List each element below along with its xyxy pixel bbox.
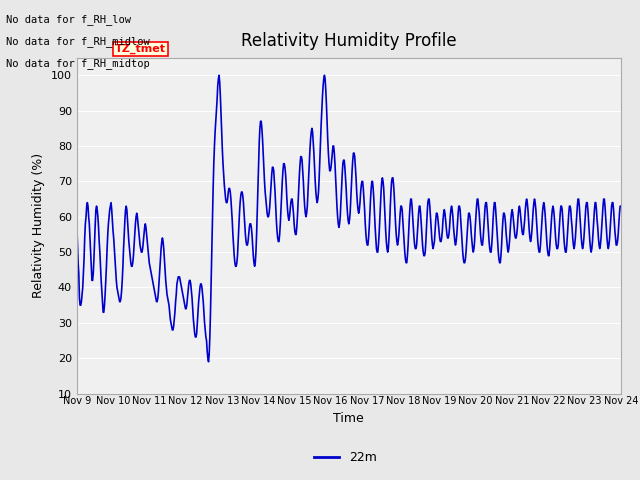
Title: Relativity Humidity Profile: Relativity Humidity Profile bbox=[241, 33, 456, 50]
Text: No data for f_RH_midtop: No data for f_RH_midtop bbox=[6, 58, 150, 69]
Text: TZ_tmet: TZ_tmet bbox=[115, 44, 166, 54]
X-axis label: Time: Time bbox=[333, 412, 364, 425]
Legend: 22m: 22m bbox=[309, 446, 382, 469]
Text: No data for f_RH_low: No data for f_RH_low bbox=[6, 14, 131, 25]
Text: No data for f_RH_midlow: No data for f_RH_midlow bbox=[6, 36, 150, 47]
Y-axis label: Relativity Humidity (%): Relativity Humidity (%) bbox=[33, 153, 45, 298]
